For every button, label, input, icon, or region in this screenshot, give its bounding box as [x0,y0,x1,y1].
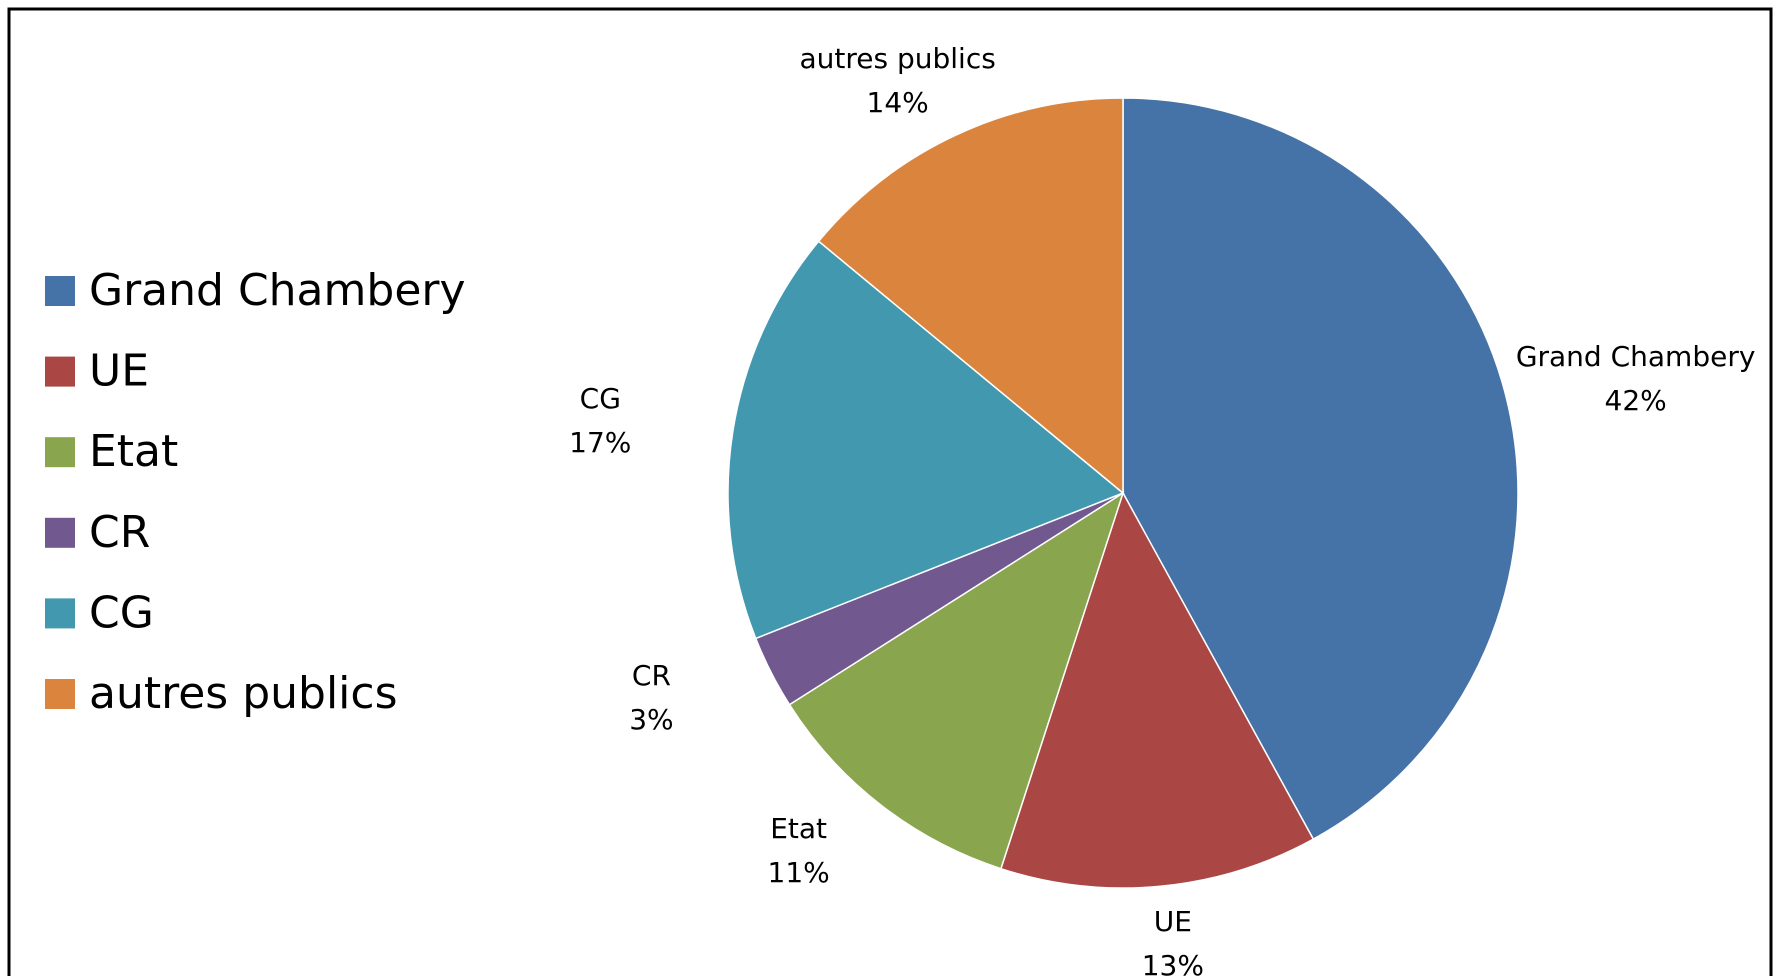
legend-label: CR [89,507,150,558]
data-label-name: autres publics [799,42,995,75]
data-label-value: 11% [768,856,830,889]
data-label-name: Etat [770,812,827,845]
legend-label: Grand Chambery [89,265,466,316]
legend-swatch [45,437,75,468]
legend-swatch [45,276,75,306]
legend-label: Etat [89,426,178,477]
pie-slice [999,491,1315,889]
legend-swatch [45,356,75,387]
legend-swatch [45,598,75,629]
data-label-value: 17% [569,426,631,459]
data-label-value: 42% [1605,384,1667,417]
data-label-name: UE [1154,905,1192,938]
legend-label: UE [89,346,149,397]
data-label-value: 13% [1142,949,1204,976]
pie-slice [1122,97,1519,841]
legend-label: autres publics [89,668,398,719]
pie-slice [727,240,1125,640]
legend-label: CG [89,587,154,638]
data-label-value: 3% [629,703,673,736]
pie-slice [817,97,1124,495]
legend-swatch [45,679,75,709]
legend-swatch [45,517,75,548]
data-label-name: Grand Chambery [1516,340,1756,373]
data-label-name: CG [580,382,621,415]
data-label-value: 14% [867,86,929,119]
data-label-name: CR [632,659,671,692]
pie-slice [788,491,1125,870]
